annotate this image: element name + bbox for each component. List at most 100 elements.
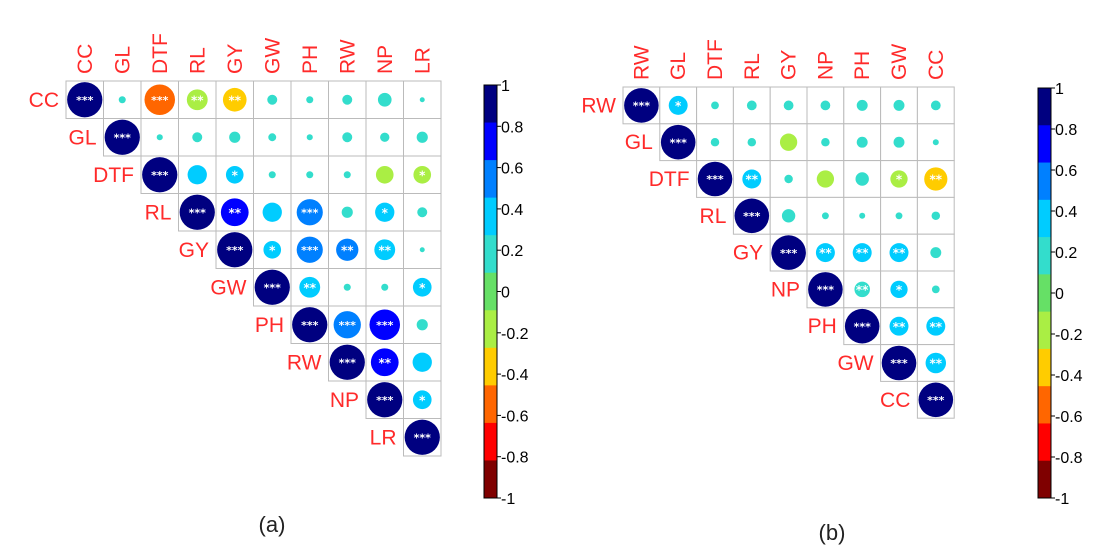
- panel-0-col-label: CC: [74, 44, 97, 74]
- panel-1-correlation-circle: [816, 170, 835, 188]
- panel-0-significance-mark: **: [378, 356, 391, 370]
- panel-0-correlation-circle: [142, 157, 178, 193]
- panel-1-correlation-circle: [783, 100, 794, 111]
- panel-0-correlation-circle: [192, 132, 203, 143]
- panel-1-col-label: DTF: [704, 39, 727, 80]
- panel-0-correlation-circle: [412, 390, 432, 410]
- panel-0-correlation-circle: [267, 94, 278, 105]
- panel-0-significance-mark: ***: [376, 394, 394, 407]
- panel-0-row-label: GL: [68, 126, 96, 149]
- panel-1-correlation-circle: [711, 101, 719, 110]
- panel-0-significance-mark: **: [228, 93, 241, 107]
- panel-0-significance-mark: ***: [264, 281, 282, 294]
- panel-0-correlation-circle: [367, 382, 403, 418]
- panel-1-correlation-circle: [893, 99, 905, 111]
- panel-0-correlation-circle: [417, 207, 428, 218]
- panel-0-col-label: RW: [336, 39, 359, 74]
- panel-0-significance-mark: **: [378, 243, 391, 257]
- panel-1-significance-mark: ***: [927, 394, 945, 407]
- panel-0-significance-mark: ***: [414, 431, 432, 444]
- panel-0-significance-mark: **: [228, 206, 241, 220]
- panel-0-correlation-circle: [375, 202, 395, 222]
- panel-0-row-label: DTF: [93, 164, 134, 187]
- panel-1-correlation-circle: [821, 137, 830, 147]
- panel-0-correlation-circle: [374, 239, 396, 261]
- panel-0-colorbar-segment: [484, 272, 497, 311]
- panel-1-significance-mark: **: [819, 246, 832, 260]
- panel-0-correlation-circle: [343, 283, 351, 291]
- panel-1-correlation-circle: [815, 243, 835, 263]
- panel-0-colorbar-segment: [484, 197, 497, 236]
- panel-1-correlation-circle: [895, 212, 903, 220]
- panel-0-col-label: GY: [224, 44, 247, 74]
- panel-1-correlation-circle: [931, 211, 941, 221]
- panel-1-correlation-circle: [856, 99, 868, 111]
- panel-1-row-label: DTF: [649, 168, 690, 191]
- panel-0-colorbar-segment: [484, 460, 497, 499]
- panel-0-correlation-circle: [296, 199, 323, 226]
- panel-1-correlation-circle: [734, 198, 770, 234]
- panel-0-correlation-circle: [377, 92, 392, 107]
- panel-0-colorbar-segment: [484, 235, 497, 274]
- panel-1-correlation-circle: [890, 280, 908, 299]
- panel-0-correlation-circle: [118, 96, 126, 104]
- panel-0-colorbar-tick-label: 0.2: [501, 243, 523, 260]
- panel-0-correlation-circle: [370, 348, 399, 377]
- panel-0-col-label: GL: [111, 46, 134, 74]
- panel-0-colorbar-tick-label: 0.4: [501, 202, 523, 219]
- panel-1-correlation-circle: [660, 124, 696, 160]
- panel-1-correlation-circle: [859, 212, 866, 219]
- panel-0-colorbar-segment: [484, 122, 497, 161]
- panel-0-col-label: NP: [374, 45, 397, 74]
- panel-1-significance-mark: ***: [743, 210, 761, 223]
- panel-1-significance-mark: ***: [670, 136, 688, 149]
- panel-0-correlation-circle: [306, 134, 313, 141]
- panel-0-correlation-circle: [220, 198, 249, 227]
- panel-1-col-label: GW: [888, 44, 911, 80]
- panel-1-correlation-circle: [821, 212, 829, 220]
- panel-1-correlation-circle: [747, 137, 757, 147]
- panel-0-significance-mark: ***: [189, 206, 207, 219]
- panel-0-significance-mark: ***: [339, 319, 357, 332]
- panel-1-correlation-circle: [931, 285, 940, 294]
- panel-1-significance-mark: *: [896, 283, 903, 297]
- panel-0-significance-mark: ***: [301, 206, 319, 219]
- panel-0-correlation-circle: [268, 133, 277, 142]
- panel-0-correlation-circle: [306, 96, 314, 104]
- panel-1-colorbar-tick-label: -0.4: [1055, 368, 1083, 385]
- panel-0-correlation-circle: [292, 307, 328, 343]
- panel-0-colorbar-tick-label: -0.8: [501, 450, 529, 467]
- panel-1-significance-mark: **: [930, 320, 943, 334]
- panel-1-colorbar-segment: [1038, 423, 1051, 462]
- panel-1-cell: [916, 196, 955, 235]
- panel-1-row-label: RW: [581, 94, 616, 117]
- panel-1-significance-mark: **: [856, 283, 869, 297]
- panel-0-significance-mark: ***: [301, 319, 319, 332]
- panel-0-correlation-circle: [229, 131, 241, 143]
- panel-1-colorbar-tick-label: -0.8: [1055, 450, 1083, 467]
- panel-1-significance-mark: *: [896, 173, 903, 187]
- panel-0-correlation-circle: [419, 97, 425, 103]
- panel-0-significance-mark: ***: [376, 319, 394, 332]
- panel-0-significance-mark: ***: [226, 244, 244, 257]
- panel-0-correlation-circle: [342, 94, 353, 105]
- panel-1-colorbar-segment: [1038, 311, 1051, 350]
- panel-b: RW GL DTF RL GY NP PH GW CCRWGLDTFRLGYNPPHGWCC**…: [581, 39, 1082, 508]
- panel-1-correlation-circle: [746, 100, 757, 111]
- panel-1-correlation-circle: [881, 345, 917, 381]
- panel-0-correlation-circle: [186, 89, 208, 111]
- panel-1-correlation-circle: [855, 172, 869, 186]
- panel-1-correlation-circle: [820, 100, 831, 111]
- panel-1-significance-mark: **: [930, 173, 943, 187]
- panel-1-significance-mark: ***: [817, 284, 835, 297]
- panel-0-colorbar-segment: [484, 160, 497, 199]
- panel-1-correlation-circle: [890, 170, 908, 188]
- panel-1-colorbar-segment: [1038, 386, 1051, 424]
- panel-0-colorbar-tick-label: -0.4: [501, 367, 529, 384]
- panel-0-row-label: GY: [179, 239, 209, 262]
- panel-0-correlation-circle: [336, 238, 359, 261]
- panel-0-col-label: RL: [186, 47, 209, 74]
- panel-0-significance-mark: ***: [151, 169, 169, 182]
- panel-0-col-label: LR: [411, 47, 434, 74]
- panel-1-row-label: GY: [733, 242, 763, 265]
